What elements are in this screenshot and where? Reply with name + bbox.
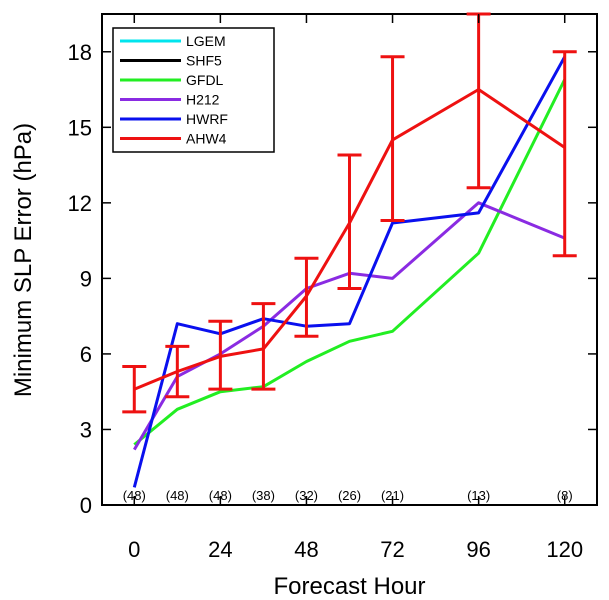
sample-count-label: (8): [557, 488, 573, 503]
legend-label: SHF5: [186, 53, 222, 69]
grid-and-frame: [101, 13, 598, 506]
legend-box: [112, 27, 275, 153]
y-tick-label: 15: [68, 115, 92, 140]
error-bar: [165, 344, 190, 399]
error-bar: [294, 256, 319, 338]
legend-entry-shf5: SHF5: [120, 53, 222, 69]
sample-count-label: (38): [252, 488, 275, 503]
sample-counts: (48) (48) (48) (38) (32) (26) (21) (13) (8): [123, 488, 573, 503]
error-bar: [552, 50, 577, 258]
y-tick-label: 9: [80, 266, 92, 291]
legend-label: H212: [186, 92, 220, 108]
sample-count-label: (26): [338, 488, 361, 503]
x-tick-label: 0: [128, 537, 140, 562]
x-tick-label: 24: [208, 537, 232, 562]
error-bar: [380, 55, 405, 222]
sample-count-label: (48): [123, 488, 146, 503]
legend: LGEM SHF5 GFDL H212 HWRF AHW4: [112, 27, 275, 153]
legend-entry-ahw4: AHW4: [120, 131, 227, 147]
y-tick-label: 6: [80, 342, 92, 367]
error-bar: [251, 302, 276, 391]
error-bars: [122, 12, 577, 414]
legend-label: GFDL: [186, 72, 224, 88]
legend-label: HWRF: [186, 111, 228, 127]
plot-frame: [101, 13, 598, 506]
legend-entry-gfdl: GFDL: [120, 72, 224, 88]
x-tick-label: 96: [466, 537, 490, 562]
y-axis-title: Minimum SLP Error (hPa): [10, 123, 37, 397]
legend-entry-h212: H212: [120, 92, 220, 108]
y-tick-label: 18: [68, 40, 92, 65]
sample-count-label: (48): [166, 488, 189, 503]
y-tick-label: 0: [80, 493, 92, 518]
x-tick-label: 120: [546, 537, 583, 562]
series-line-gfdl: [133, 78, 567, 446]
sample-count-label: (48): [209, 488, 232, 503]
legend-label: AHW4: [186, 131, 227, 147]
x-tick-label: 72: [380, 537, 404, 562]
legend-label: LGEM: [186, 33, 226, 49]
error-bar: [337, 153, 362, 290]
error-bar: [208, 319, 233, 391]
legend-entry-lgem: LGEM: [120, 33, 226, 49]
x-axis-title: Forecast Hour: [273, 573, 425, 600]
sample-count-label: (21): [381, 488, 404, 503]
sample-count-label: (32): [295, 488, 318, 503]
legend-entry-hwrf: HWRF: [120, 111, 228, 127]
error-bar: [466, 12, 491, 190]
error-bar: [122, 365, 147, 414]
x-tick-label: 48: [294, 537, 318, 562]
sample-count-label: (13): [467, 488, 490, 503]
y-tick-label: 12: [68, 191, 92, 216]
axis-ticks: 0 3 6 9 12 15 18 0 24 48 72 96 120: [68, 14, 597, 562]
y-tick-label: 3: [80, 417, 92, 442]
